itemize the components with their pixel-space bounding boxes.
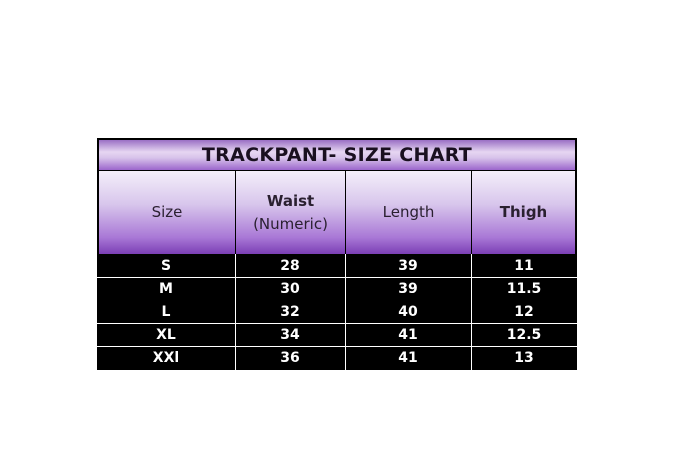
table-cell: 13 [514,349,534,366]
column-divider [471,254,472,370]
table-cell: 11.5 [506,280,542,297]
chart-title: TRACKPANT- SIZE CHART [99,140,575,170]
column-divider [345,254,346,370]
table-cell: 41 [398,349,418,366]
row-divider [97,323,577,324]
table-cell: 30 [280,280,300,297]
header-thigh: Thigh [472,171,575,254]
header-waist-sub: (Numeric) [253,214,328,233]
table-cell: 39 [398,280,418,297]
header-waist: Waist (Numeric) [236,171,345,254]
table-cell: L [161,303,171,320]
table-cell: 39 [398,257,418,274]
header-length: Length [346,171,471,254]
table-cell: 36 [280,349,300,366]
size-chart-table: TRACKPANT- SIZE CHART Size Waist (Numeri… [97,138,577,370]
table-cell: M [159,280,173,297]
table-cell: 11 [514,257,534,274]
header-size: Size [99,171,235,254]
table-cell: S [160,257,172,274]
row-divider [97,346,577,347]
table-cell: XL [156,326,176,343]
header-waist-label: Waist [266,191,315,210]
table-cell: 32 [280,303,300,320]
table-cell: 34 [280,326,300,343]
table-cell: 40 [398,303,418,320]
table-cell: 12.5 [506,326,542,343]
table-cell: 12 [514,303,534,320]
table-cell: 41 [398,326,418,343]
table-cell: 28 [280,257,300,274]
column-divider [235,254,236,370]
table-cell: XXl [152,349,180,366]
row-divider [97,277,577,278]
